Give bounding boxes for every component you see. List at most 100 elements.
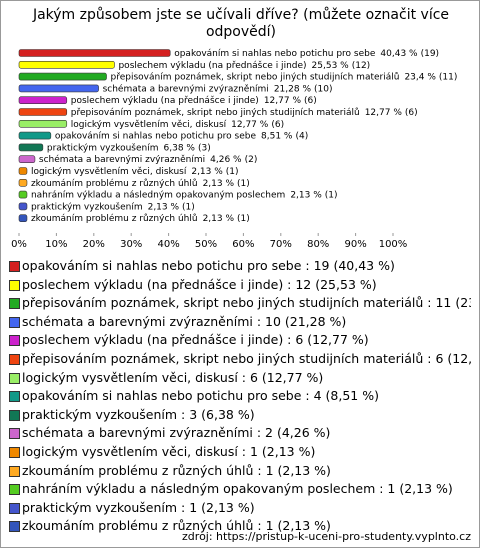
bar <box>18 143 44 152</box>
bar-category: přepisováním poznámek, skript nebo jinýc… <box>71 107 360 118</box>
legend-swatch <box>9 261 20 272</box>
bar-value-label: 2,13 % <box>191 167 223 177</box>
chart: 0% 10% 20% 30% 40% 50% 60% 70% 80% 90% 100% opaková… <box>11 49 457 251</box>
bar-count-label: (11) <box>439 72 457 82</box>
bar-value-label: 23,4 % <box>404 72 436 82</box>
bar <box>18 214 28 222</box>
bar-count-label: (1) <box>325 190 338 200</box>
bar-category: schémata a barevnými zvýrazněními <box>39 154 205 165</box>
legend: opakováním si nahlas nebo potichu pro se… <box>1 257 471 536</box>
legend-item: poslechem výkladu (na přednášce i jinde)… <box>1 331 471 350</box>
bar-count-label: (10) <box>314 84 332 94</box>
bar-value-label: 12,77 % <box>231 119 269 129</box>
bar-count-label: (3) <box>198 143 211 153</box>
legend-label: poslechem výkladu (na přednášce i jinde)… <box>22 276 377 292</box>
x-tick-label: 30% <box>120 239 142 250</box>
bar <box>18 190 28 199</box>
legend-swatch <box>9 335 20 347</box>
legend-item: schémata a barevnými zvýrazněními : 10 (… <box>1 313 471 332</box>
bar-value-label: 8,51 % <box>261 131 293 141</box>
legend-label: přepisováním poznámek, skript nebo jinýc… <box>22 350 471 366</box>
legend-swatch <box>9 446 20 458</box>
bar-label: logickým vysvětlením věci, diskusí 12,77 … <box>71 119 284 129</box>
legend-label: praktickým vyzkoušením : 1 (2,13 %) <box>22 499 255 515</box>
legend-item: zkoumáním problému z různých úhlů : 1 (2… <box>1 462 471 481</box>
legend-swatch <box>9 428 20 440</box>
legend-swatch <box>9 521 20 533</box>
bar-value-label: 40,43 % <box>380 49 418 59</box>
legend-item: praktickým vyzkoušením : 3 (6,38 %) <box>1 406 471 425</box>
bar-count-label: (6) <box>304 96 317 106</box>
bar-value-label: 2,13 % <box>290 190 322 200</box>
x-tick-label: 80% <box>307 239 329 250</box>
bar-count-label: (4) <box>295 131 308 141</box>
bar-value-label: 4,26 % <box>210 155 242 165</box>
bar-value-label: 12,77 % <box>365 108 403 118</box>
bar <box>18 96 68 104</box>
bar-label: nahráním výkladu a následným opakovaným … <box>31 190 338 200</box>
legend-label: opakováním si nahlas nebo potichu pro se… <box>22 388 379 404</box>
bar <box>18 60 115 69</box>
legend-swatch <box>9 353 20 365</box>
bar-count-label: (1) <box>226 167 239 177</box>
bar-category: zkoumáním problému z různých úhlů <box>31 213 198 224</box>
bar-value-label: 21,28 % <box>274 84 312 94</box>
legend-item: přepisováním poznámek, skript nebo jinýc… <box>1 294 471 313</box>
bar-count-label: (1) <box>237 178 250 188</box>
legend-item: přepisováním poznámek, skript nebo jinýc… <box>1 350 471 369</box>
x-tick-label: 10% <box>45 239 67 250</box>
bar-label: poslechem výkladu (na přednášce i jinde)… <box>118 59 370 70</box>
legend-item: opakováním si nahlas nebo potichu pro se… <box>1 257 471 276</box>
bar-value-label: 2,13 % <box>203 214 235 224</box>
bar-label: zkoumáním problému z různých úhlů 2,13 %(… <box>31 177 250 188</box>
bar-value-label: 25,53 % <box>312 60 350 70</box>
bar-label: praktickým vyzkoušením 6,38 % (3) <box>47 142 211 153</box>
bar-label: opakováním si nahlas nebo potichu pro se… <box>55 131 308 141</box>
legend-item: logickým vysvětlením věci, diskusí : 1 (… <box>1 443 471 462</box>
bar-count-label: (1) <box>182 202 195 212</box>
x-tick-label: 0% <box>11 239 27 250</box>
bar-label: logickým vysvětlením věci, diskusí 2,13 %… <box>31 167 239 177</box>
legend-swatch <box>9 484 20 496</box>
x-tick-label: 20% <box>83 239 105 250</box>
bar-label: opakováním si nahlas nebo potichu pro se… <box>174 49 439 59</box>
legend-swatch <box>9 316 20 328</box>
bar-label: schémata a barevnými zvýrazněními 21,28 %… <box>103 83 333 94</box>
legend-label: zkoumáním problému z různých úhlů : 1 (2… <box>22 462 331 478</box>
legend-item: logickým vysvětlením věci, diskusí : 6 (… <box>1 369 471 388</box>
legend-swatch <box>9 372 20 384</box>
bar-label: poslechem výkladu (na přednášce i jinde)… <box>71 95 317 106</box>
x-tick-label: 100% <box>379 239 408 250</box>
legend-label: nahráním výkladu a následným opakovaným … <box>22 481 453 497</box>
bar-value-label: 2,13 % <box>203 178 235 188</box>
legend-label: schémata a barevnými zvýrazněními : 10 (… <box>22 313 347 329</box>
legend-label: logickým vysvětlením věci, diskusí : 6 (… <box>22 369 324 385</box>
legend-label: přepisováním poznámek, skript nebo jinýc… <box>22 295 471 311</box>
bar-category: poslechem výkladu (na přednášce i jinde) <box>118 59 306 70</box>
legend-item: poslechem výkladu (na přednášce i jinde)… <box>1 276 471 295</box>
x-tick-label: 70% <box>270 239 292 250</box>
legend-label: opakováním si nahlas nebo potichu pro se… <box>22 258 395 273</box>
legend-label: poslechem výkladu (na přednášce i jinde)… <box>22 332 369 348</box>
legend-label: praktickým vyzkoušením : 3 (6,38 %) <box>22 406 255 422</box>
bar-category: opakováním si nahlas nebo potichu pro se… <box>174 49 376 59</box>
bar <box>18 84 99 93</box>
legend-item: zkoumáním problému z různých úhlů : 1 (2… <box>1 517 471 536</box>
bar-count-label: (1) <box>237 214 250 224</box>
bar <box>18 131 52 140</box>
bar <box>18 120 68 128</box>
source: zdroj: https://pristup-k-uceni-pro-stude… <box>182 530 471 543</box>
bar-count-label: (6) <box>405 108 418 118</box>
bar-label: přepisováním poznámek, skript nebo jinýc… <box>71 107 418 118</box>
bar-label: zkoumáním problému z různých úhlů 2,13 %(… <box>31 213 250 224</box>
bar-label: praktickým vyzkoušením 2,13 % (1) <box>31 201 195 212</box>
x-tick-label: 40% <box>157 239 179 250</box>
bar-value-label: 6,38 % <box>164 143 196 153</box>
bar-value-label: 12,77 % <box>264 96 302 106</box>
bar-category: schémata a barevnými zvýrazněními <box>103 83 269 94</box>
bar-category: zkoumáním problému z různých úhlů <box>31 177 198 188</box>
bar-category: přepisováním poznámek, skript nebo jinýc… <box>111 71 400 82</box>
legend-item: nahráním výkladu a následným opakovaným … <box>1 480 471 499</box>
legend-item: opakováním si nahlas nebo potichu pro se… <box>1 387 471 406</box>
legend-swatch <box>9 391 20 403</box>
